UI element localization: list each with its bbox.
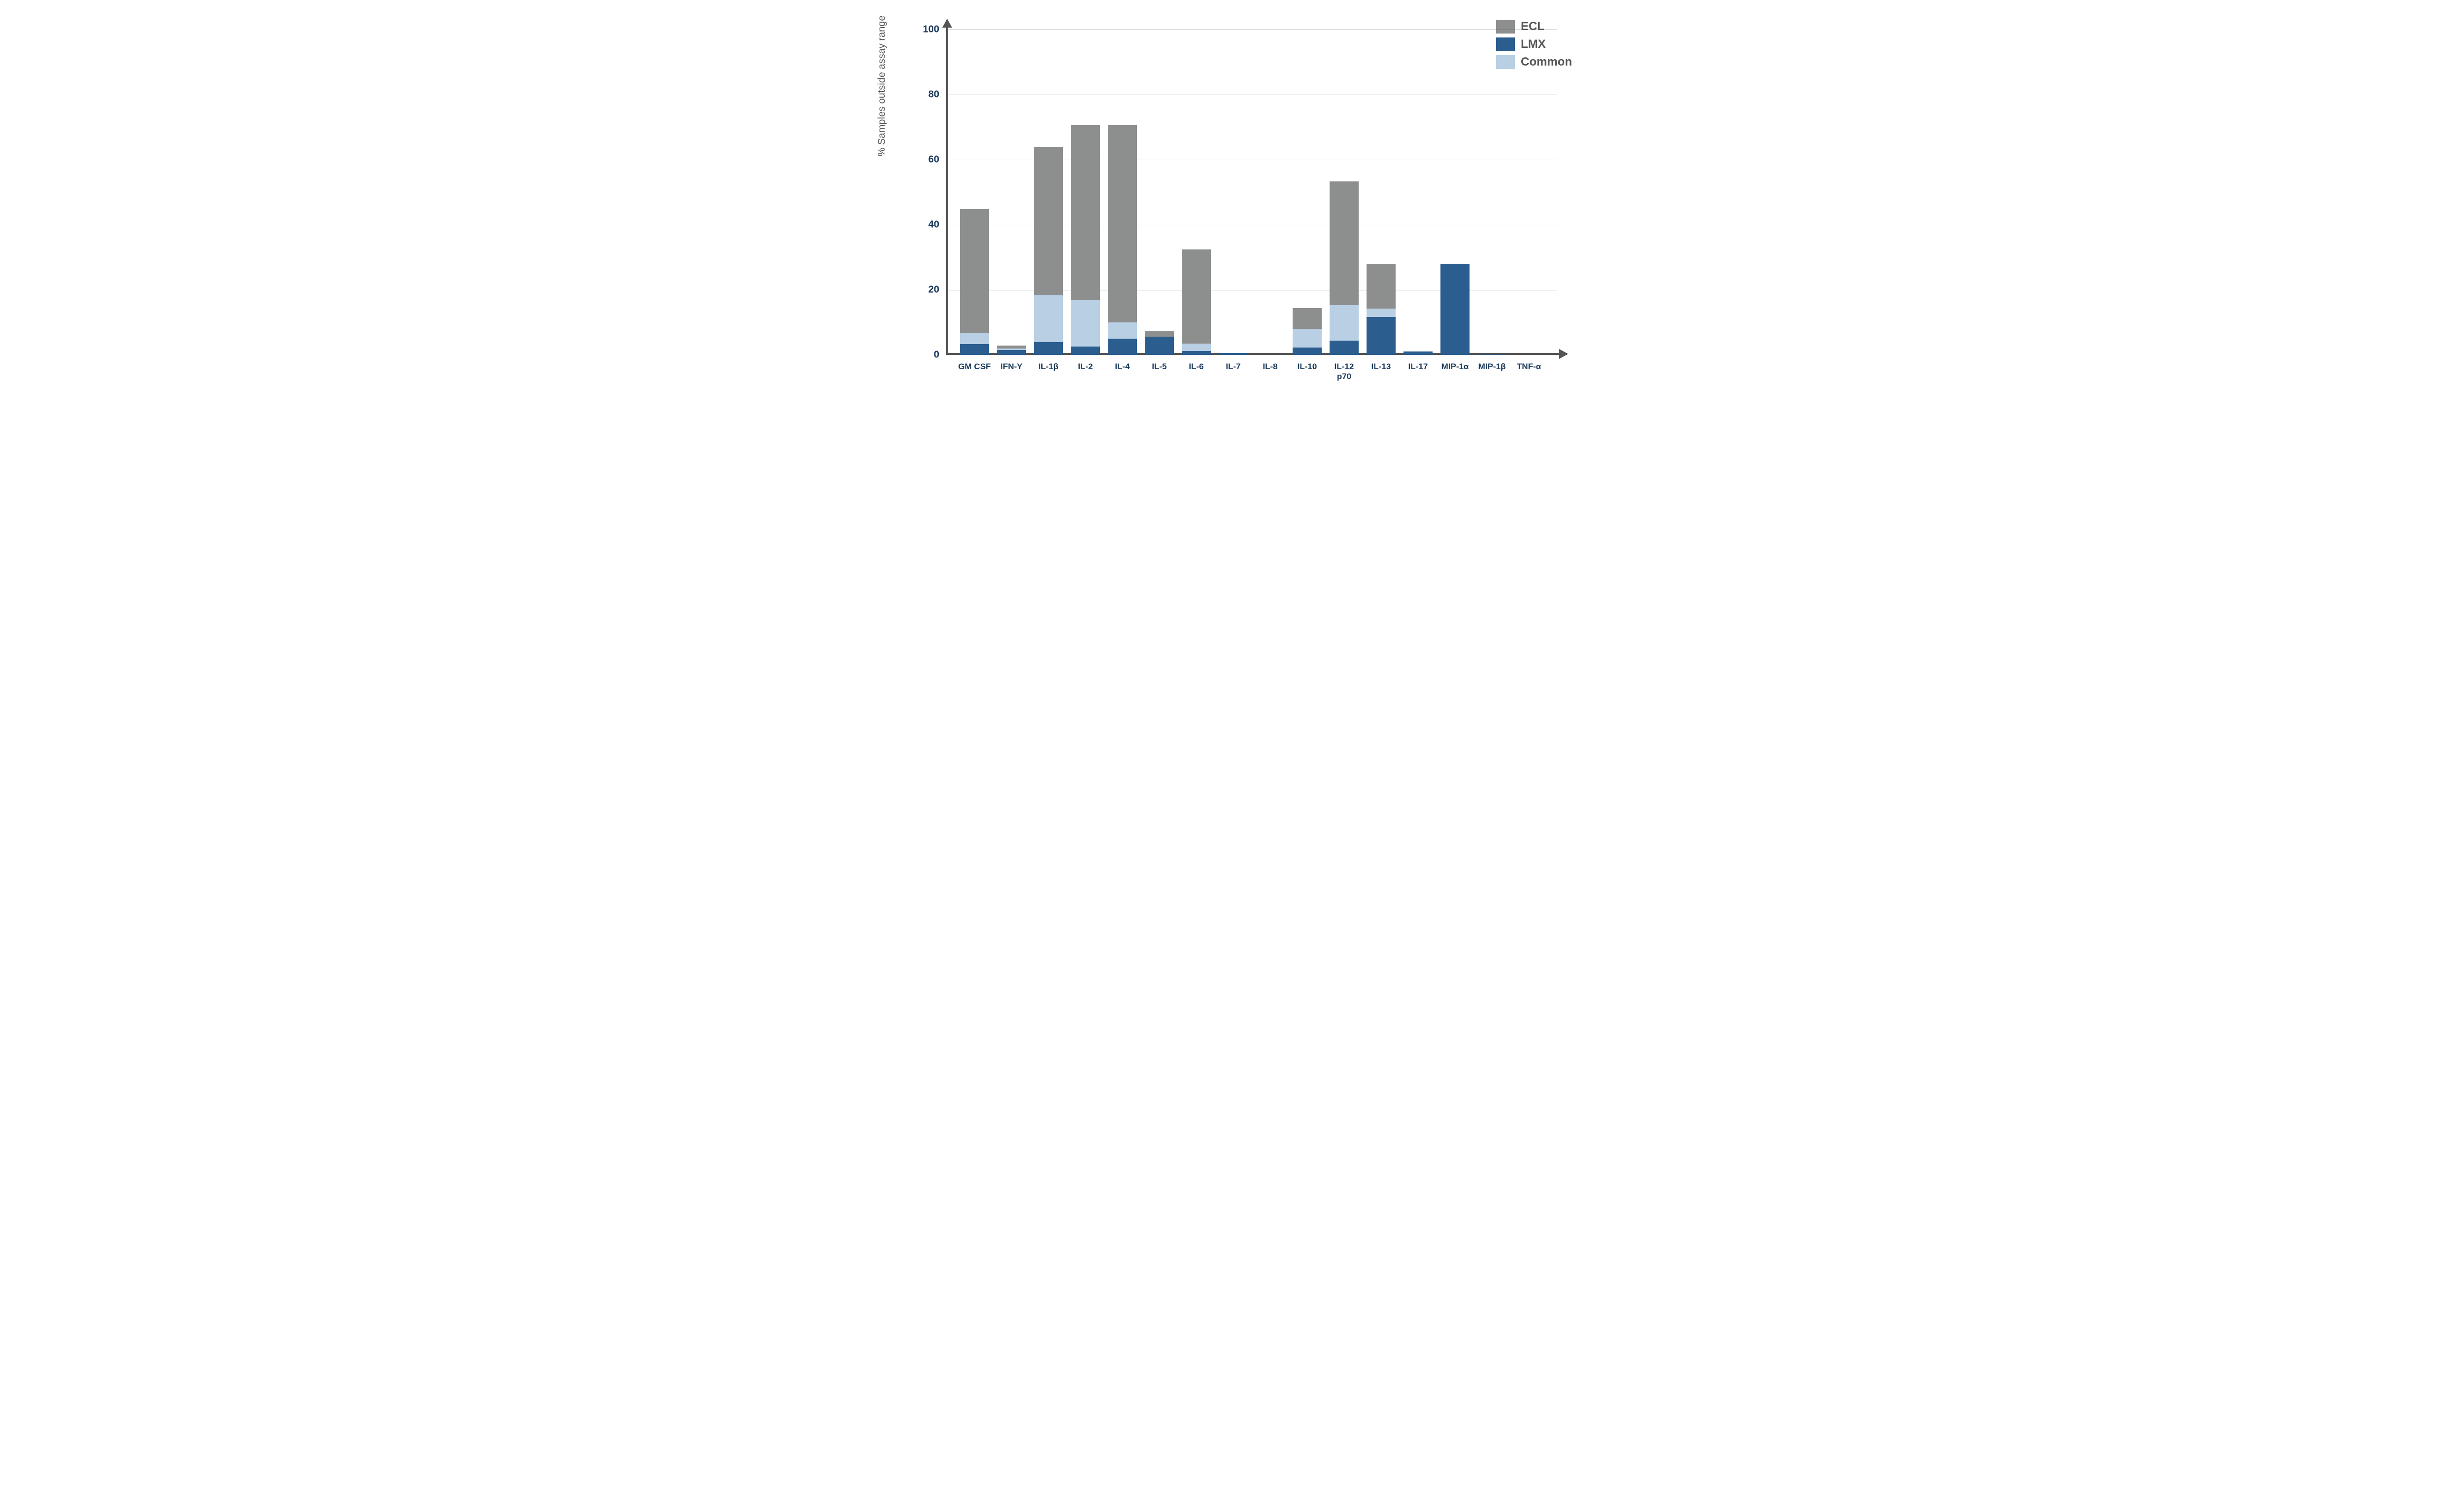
x-tick-label: MIP-1β bbox=[1478, 355, 1506, 372]
x-tick-label: IL-10 bbox=[1298, 355, 1317, 372]
bar-slot: IL-2 bbox=[1067, 30, 1104, 355]
stacked-bar bbox=[1145, 267, 1174, 355]
bar-segment-lmx bbox=[1367, 317, 1396, 355]
bar-slot: IL-6 bbox=[1178, 30, 1215, 355]
bar-segment-ecl bbox=[960, 209, 989, 333]
bar-slot: IL-7 bbox=[1215, 30, 1252, 355]
bar-segment-common bbox=[1182, 344, 1211, 351]
assay-range-chart: % Samples outside assay range ECLLMXComm… bbox=[887, 20, 1577, 394]
x-tick-label: IL-2 bbox=[1078, 355, 1093, 372]
x-tick-label: IL-17 bbox=[1408, 355, 1428, 372]
stacked-bar bbox=[960, 137, 989, 355]
bar-segment-lmx bbox=[1403, 351, 1433, 355]
bar-segment-common bbox=[960, 333, 989, 344]
plot-area: 020406080100 GM CSFIFN-YIL-1βIL-2IL-4IL-… bbox=[946, 30, 1557, 355]
stacked-bar bbox=[1182, 170, 1211, 355]
bar-segment-lmx bbox=[1330, 341, 1359, 355]
bar-segment-common bbox=[1071, 300, 1100, 347]
y-tick-label: 60 bbox=[928, 154, 946, 166]
y-axis-title: % Samples outside assay range bbox=[877, 15, 888, 156]
bar-slot: MIP-1β bbox=[1473, 30, 1510, 355]
bar-segment-lmx bbox=[1293, 348, 1322, 355]
bar-segment-lmx bbox=[1145, 337, 1174, 355]
bar-slot: IL-10 bbox=[1289, 30, 1326, 355]
x-tick-label: IL-6 bbox=[1189, 355, 1203, 372]
stacked-bar bbox=[1367, 182, 1396, 355]
bar-segment-ecl bbox=[1182, 249, 1211, 344]
bar-slot: IL-17 bbox=[1400, 30, 1437, 355]
x-tick-label: IL-5 bbox=[1152, 355, 1166, 372]
x-tick-label: IL-4 bbox=[1115, 355, 1129, 372]
bar-segment-lmx bbox=[1440, 264, 1470, 355]
stacked-bar bbox=[1071, 82, 1100, 355]
stacked-bar bbox=[1034, 95, 1063, 355]
bar-slot: IL-4 bbox=[1104, 30, 1141, 355]
x-tick-label: IL-1β bbox=[1038, 355, 1059, 372]
x-axis-arrow-icon bbox=[1559, 349, 1568, 359]
bar-segment-lmx bbox=[1071, 347, 1100, 355]
bar-slot: IL-8 bbox=[1252, 30, 1289, 355]
bar-segment-ecl bbox=[1367, 264, 1396, 309]
bar-segment-lmx bbox=[1182, 351, 1211, 355]
bar-segment-common bbox=[1367, 309, 1396, 317]
bar-segment-ecl bbox=[1034, 147, 1063, 295]
bars-area: GM CSFIFN-YIL-1βIL-2IL-4IL-5IL-6IL-7IL-8… bbox=[946, 30, 1557, 355]
bar-segment-lmx bbox=[1108, 339, 1137, 355]
stacked-bar bbox=[1477, 345, 1506, 355]
bar-segment-lmx bbox=[1034, 342, 1063, 355]
stacked-bar bbox=[1108, 82, 1137, 355]
stacked-bar bbox=[1330, 117, 1359, 355]
bar-slot: MIP-1α bbox=[1437, 30, 1473, 355]
x-tick-label: IL-8 bbox=[1263, 355, 1277, 372]
bar-segment-lmx bbox=[997, 350, 1026, 355]
bar-segment-ecl bbox=[1108, 125, 1137, 322]
bar-slot: IFN-Y bbox=[993, 30, 1030, 355]
x-tick-label: IL-12p70 bbox=[1327, 355, 1362, 382]
x-tick-label: IFN-Y bbox=[1000, 355, 1022, 372]
y-tick-label: 40 bbox=[928, 219, 946, 231]
bar-segment-common bbox=[1108, 322, 1137, 339]
bar-segment-common bbox=[1034, 295, 1063, 342]
x-tick-label: IL-7 bbox=[1226, 355, 1240, 372]
stacked-bar bbox=[997, 300, 1026, 355]
stacked-bar bbox=[1440, 182, 1470, 355]
bar-segment-ecl bbox=[1145, 331, 1174, 337]
bar-slot: IL-13 bbox=[1363, 30, 1400, 355]
bar-slot: GM CSF bbox=[956, 30, 993, 355]
bar-slot: IL-12p70 bbox=[1326, 30, 1363, 355]
y-tick-label: 0 bbox=[934, 350, 946, 361]
y-tick-label: 80 bbox=[928, 89, 946, 101]
bar-segment-ecl bbox=[1071, 125, 1100, 300]
stacked-bar bbox=[1403, 322, 1433, 355]
y-tick-label: 20 bbox=[928, 284, 946, 296]
stacked-bar bbox=[1293, 231, 1322, 355]
x-tick-label: IL-13 bbox=[1371, 355, 1391, 372]
x-tick-label: MIP-1α bbox=[1441, 355, 1469, 372]
bar-segment-ecl bbox=[1293, 308, 1322, 329]
x-tick-label: TNF-α bbox=[1517, 355, 1541, 372]
bar-slot: IL-1β bbox=[1030, 30, 1067, 355]
bar-slot: IL-5 bbox=[1141, 30, 1178, 355]
bar-segment-common bbox=[1293, 329, 1322, 348]
bar-slot: TNF-α bbox=[1510, 30, 1547, 355]
y-tick-label: 100 bbox=[923, 24, 946, 35]
bar-segment-ecl bbox=[1330, 181, 1359, 305]
stacked-bar bbox=[1219, 329, 1248, 355]
x-tick-label: GM CSF bbox=[958, 355, 991, 372]
bar-segment-lmx bbox=[960, 344, 989, 355]
bar-segment-common bbox=[1330, 305, 1359, 341]
